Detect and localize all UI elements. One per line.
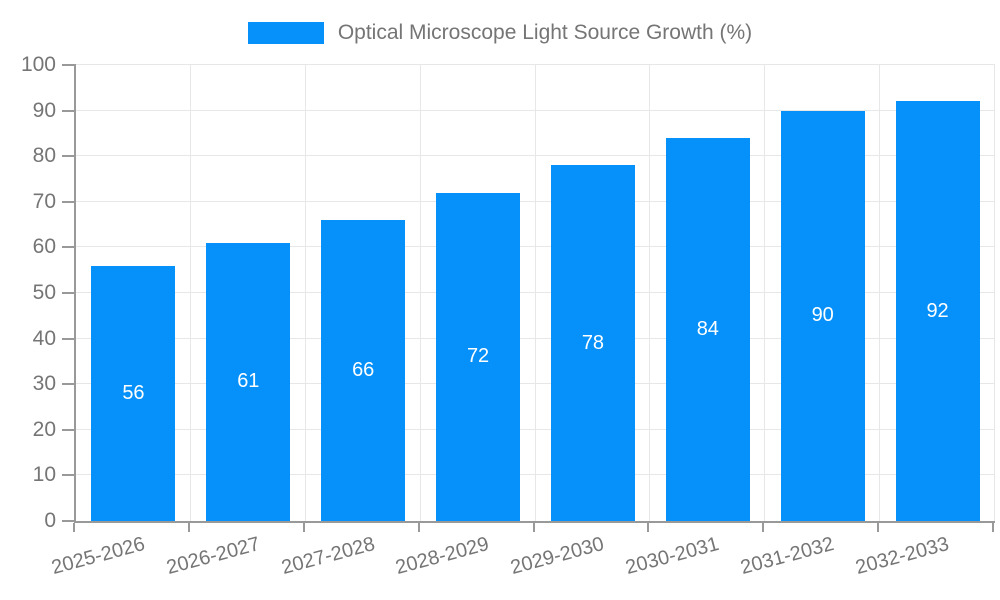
bar[interactable]: 66 bbox=[321, 220, 406, 521]
gridline-horizontal bbox=[76, 64, 995, 65]
y-tick-mark bbox=[62, 292, 76, 294]
bar-value-label: 92 bbox=[926, 299, 949, 322]
bar-value-label: 66 bbox=[352, 359, 375, 382]
gridline-vertical bbox=[764, 65, 766, 521]
x-tick-label: 2027-2028 bbox=[278, 533, 377, 580]
gridline-horizontal bbox=[76, 474, 995, 476]
y-tick-label: 30 bbox=[32, 372, 56, 396]
bar[interactable]: 78 bbox=[550, 165, 635, 521]
gridline-horizontal bbox=[76, 292, 995, 293]
x-tick-mark bbox=[647, 523, 650, 532]
x-tick-label: 2025-2026 bbox=[49, 533, 148, 580]
bar-value-label: 61 bbox=[237, 370, 260, 393]
y-tick-label: 90 bbox=[32, 98, 56, 122]
bar[interactable]: 72 bbox=[436, 192, 521, 521]
legend-label: Optical Microscope Light Source Growth (… bbox=[337, 21, 753, 44]
y-tick-label: 80 bbox=[32, 144, 56, 168]
y-tick-label: 40 bbox=[32, 326, 56, 350]
x-tick-label: 2029-2030 bbox=[508, 533, 607, 580]
x-tick-mark bbox=[73, 523, 75, 532]
gridline-horizontal bbox=[76, 428, 995, 430]
gridline-horizontal bbox=[76, 246, 995, 248]
y-tick-mark bbox=[62, 246, 76, 249]
gridline-vertical bbox=[649, 65, 651, 521]
y-tick-mark bbox=[62, 474, 76, 477]
x-tick-label: 2028-2029 bbox=[393, 533, 492, 580]
gridline-horizontal bbox=[76, 383, 995, 385]
gridline-vertical bbox=[304, 65, 306, 521]
gridline-horizontal bbox=[76, 109, 995, 111]
y-tick-label: 20 bbox=[32, 417, 56, 441]
x-tick-mark bbox=[992, 523, 994, 532]
x-axis: 2025-2026 2026-2027 2027-2028 2028-2029 2029… bbox=[49, 523, 994, 600]
bar[interactable]: 56 bbox=[91, 265, 176, 521]
bar-value-label: 56 bbox=[122, 381, 145, 404]
y-tick-mark bbox=[62, 200, 76, 203]
bar[interactable]: 84 bbox=[665, 137, 750, 521]
y-tick-mark bbox=[62, 109, 76, 112]
y-tick-label: 50 bbox=[32, 281, 56, 304]
gridline-vertical bbox=[879, 65, 881, 521]
y-tick-mark bbox=[62, 520, 76, 522]
y-tick-label: 70 bbox=[32, 189, 56, 213]
legend-item[interactable]: Optical Microscope Light Source Growth (… bbox=[0, 20, 1000, 46]
bar[interactable]: 90 bbox=[780, 110, 865, 521]
x-tick-mark bbox=[532, 523, 535, 532]
x-tick-mark bbox=[417, 523, 420, 532]
gridline-horizontal bbox=[76, 200, 995, 202]
y-axis: 0 10 20 30 40 50 60 70 80 90 100 bbox=[0, 53, 76, 532]
x-tick-mark bbox=[302, 523, 305, 532]
bar-value-label: 84 bbox=[696, 317, 719, 340]
y-tick-mark bbox=[62, 64, 76, 66]
y-tick-label: 60 bbox=[32, 235, 56, 259]
gridline-vertical bbox=[534, 65, 536, 521]
gridline-vertical bbox=[419, 65, 421, 521]
x-tick-mark bbox=[877, 523, 880, 532]
gridline-vertical bbox=[189, 65, 191, 521]
bar-value-label: 72 bbox=[466, 345, 490, 368]
x-tick-label: 2030-2031 bbox=[623, 533, 722, 580]
x-tick-label: 2031-2032 bbox=[738, 533, 837, 580]
plot-area: 56 61 66 72 78 84 90 92 bbox=[74, 64, 995, 523]
y-tick-mark bbox=[62, 428, 76, 431]
y-tick-label: 100 bbox=[20, 53, 56, 76]
x-tick-label: 2026-2027 bbox=[163, 533, 263, 580]
gridline-horizontal bbox=[76, 155, 995, 157]
bar-value-label: 90 bbox=[811, 304, 834, 327]
y-tick-mark bbox=[62, 155, 76, 158]
y-tick-label: 0 bbox=[44, 509, 56, 532]
gridline-horizontal bbox=[76, 337, 995, 339]
x-tick-mark bbox=[187, 523, 190, 532]
y-tick-mark bbox=[62, 337, 76, 340]
bar-value-label: 78 bbox=[581, 331, 605, 354]
x-tick-mark bbox=[762, 523, 765, 532]
legend-swatch bbox=[247, 22, 324, 44]
bar[interactable]: 92 bbox=[895, 101, 980, 521]
x-tick-label: 2032-2033 bbox=[853, 533, 952, 580]
y-tick-mark bbox=[62, 383, 76, 386]
bar[interactable]: 61 bbox=[206, 242, 291, 521]
y-tick-label: 10 bbox=[32, 463, 56, 487]
gridline-vertical bbox=[994, 65, 995, 521]
